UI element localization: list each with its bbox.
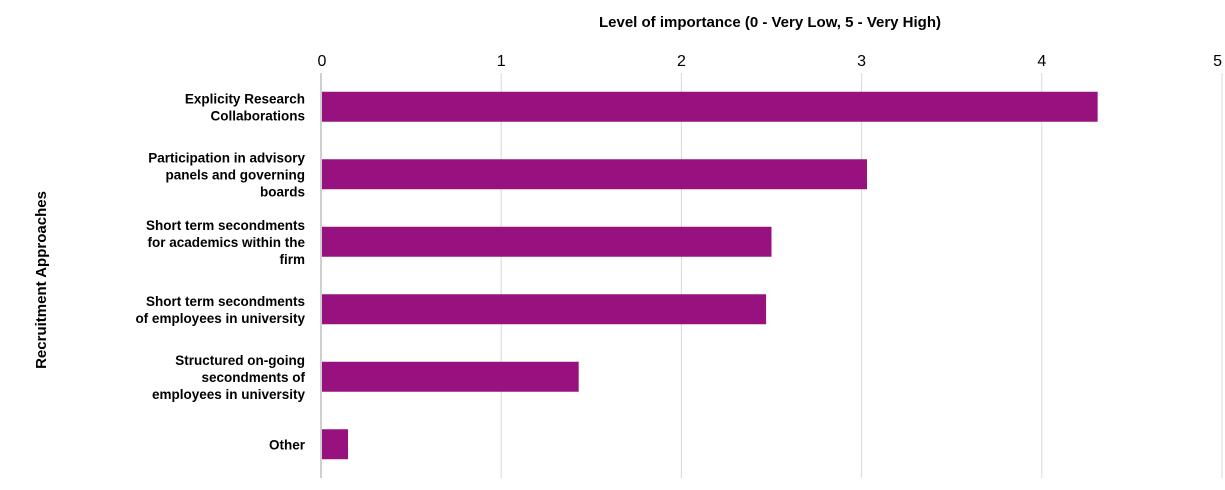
category-label: Explicity Research Collaborations [185,91,305,123]
labels: 0 1 2 3 4 5 Explicity Research Collaborations Pa… [135,53,1222,452]
category-label: Structured on-going secondments of employe… [152,353,306,402]
bar [322,91,1098,122]
category-label: Short term secondments of employees in un… [135,294,305,326]
bar [322,226,772,257]
x-axis-title: Level of importance (0 - Very Low, 5 - V… [599,14,941,31]
x-tick-label: 3 [857,53,866,70]
x-tick-label: 2 [677,53,686,70]
bar [322,159,868,190]
x-tick-label: 5 [1213,53,1222,70]
category-label: Short term secondments for academics with… [146,218,306,267]
y-axis-title: Recruitment Approaches [33,191,50,369]
bar [322,429,349,460]
bars [322,91,1098,460]
category-label: Other [269,437,306,452]
bar [322,294,767,325]
x-tick-label: 4 [1037,53,1046,70]
x-tick-label: 0 [318,53,327,70]
category-label: Participation in advisory panels and gove… [148,150,305,199]
x-tick-label: 1 [497,53,506,70]
bar [322,361,579,392]
gridlines [500,73,1223,478]
